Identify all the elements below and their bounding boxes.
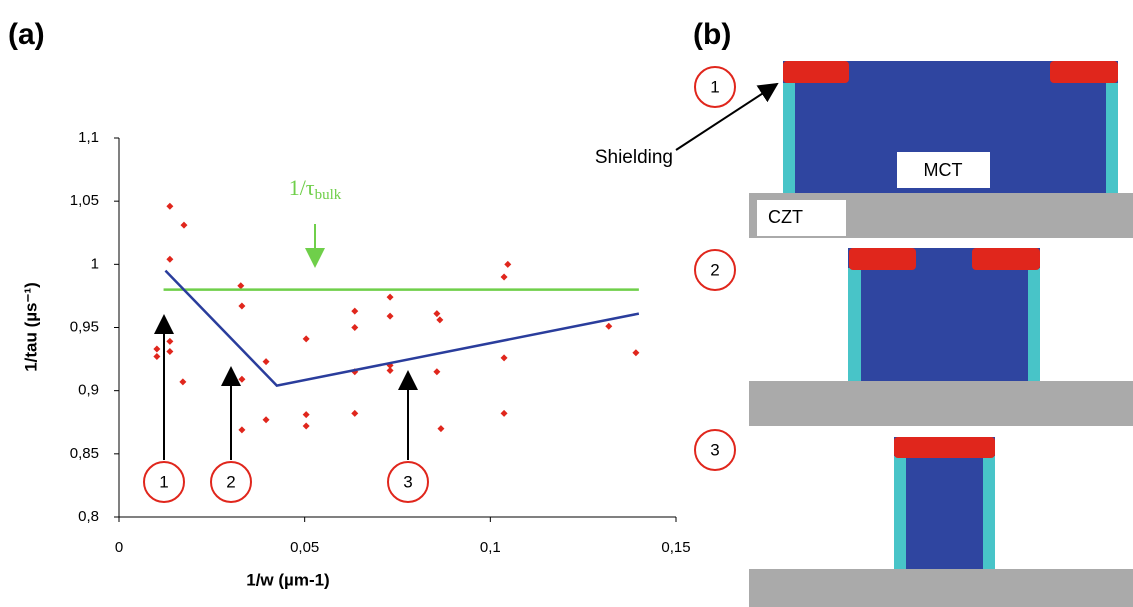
point xyxy=(153,353,160,360)
point xyxy=(387,313,394,320)
y-tick-label: 1,05 xyxy=(70,192,99,209)
panel-label: (a) xyxy=(8,18,45,51)
step-number: 3 xyxy=(710,440,719,459)
point xyxy=(436,316,443,323)
point xyxy=(263,358,270,365)
czt-label: CZT xyxy=(768,207,803,227)
callout: 2 xyxy=(226,472,235,491)
panel-label: (b) xyxy=(693,18,731,51)
point xyxy=(501,273,508,280)
x-tick-label: 0,1 xyxy=(480,539,501,556)
point xyxy=(433,368,440,375)
point xyxy=(166,348,173,355)
x-tick-label: 0,15 xyxy=(661,539,690,556)
point xyxy=(179,378,186,385)
step-number: 2 xyxy=(710,260,719,279)
point xyxy=(303,423,310,430)
point xyxy=(351,410,358,417)
point xyxy=(238,426,245,433)
point xyxy=(153,345,160,352)
mct-label: MCT xyxy=(924,160,963,180)
point xyxy=(237,282,244,289)
figure: (a) 0,8 0,85 0,9 0,95 1 1,05 1,1 0 0,05 0,1 0,15 1… xyxy=(0,0,1133,607)
step-number: 1 xyxy=(710,77,719,96)
bulk-label: 1/τbulk xyxy=(289,175,342,203)
point xyxy=(437,425,444,432)
callout: 1 xyxy=(159,472,168,491)
point xyxy=(303,411,310,418)
shielding-label: Shielding xyxy=(595,147,673,168)
point xyxy=(238,303,245,310)
point xyxy=(263,416,270,423)
point xyxy=(166,338,173,345)
y-tick-label: 0,95 xyxy=(70,318,99,335)
y-tick-label: 0,85 xyxy=(70,445,99,462)
y-tick-label: 1 xyxy=(91,255,99,272)
point xyxy=(166,256,173,263)
x-tick-label: 0 xyxy=(115,539,123,556)
point xyxy=(387,294,394,301)
x-tick-label: 0,05 xyxy=(290,539,319,556)
point xyxy=(605,323,612,330)
y-tick-label: 0,8 xyxy=(78,508,99,525)
bulk-text: 1/τ xyxy=(289,175,315,200)
bulk-sub: bulk xyxy=(315,187,342,203)
x-axis-label: 1/w (µm-1) xyxy=(246,570,329,589)
device-2 xyxy=(749,248,1133,426)
callout: 3 xyxy=(403,472,412,491)
point xyxy=(501,354,508,361)
device-3 xyxy=(749,437,1133,607)
y-tick-label: 1,1 xyxy=(78,129,99,146)
device-1 xyxy=(749,61,1133,238)
point xyxy=(632,349,639,356)
point xyxy=(238,376,245,383)
point xyxy=(166,203,173,210)
point xyxy=(504,261,511,268)
point xyxy=(180,222,187,229)
y-tick-label: 0,9 xyxy=(78,382,99,399)
line xyxy=(165,271,638,386)
point xyxy=(351,324,358,331)
point xyxy=(387,367,394,374)
point xyxy=(303,335,310,342)
point xyxy=(433,310,440,317)
point xyxy=(351,308,358,315)
y-axis-label: 1/tau (µs⁻¹) xyxy=(21,282,40,372)
point xyxy=(501,410,508,417)
